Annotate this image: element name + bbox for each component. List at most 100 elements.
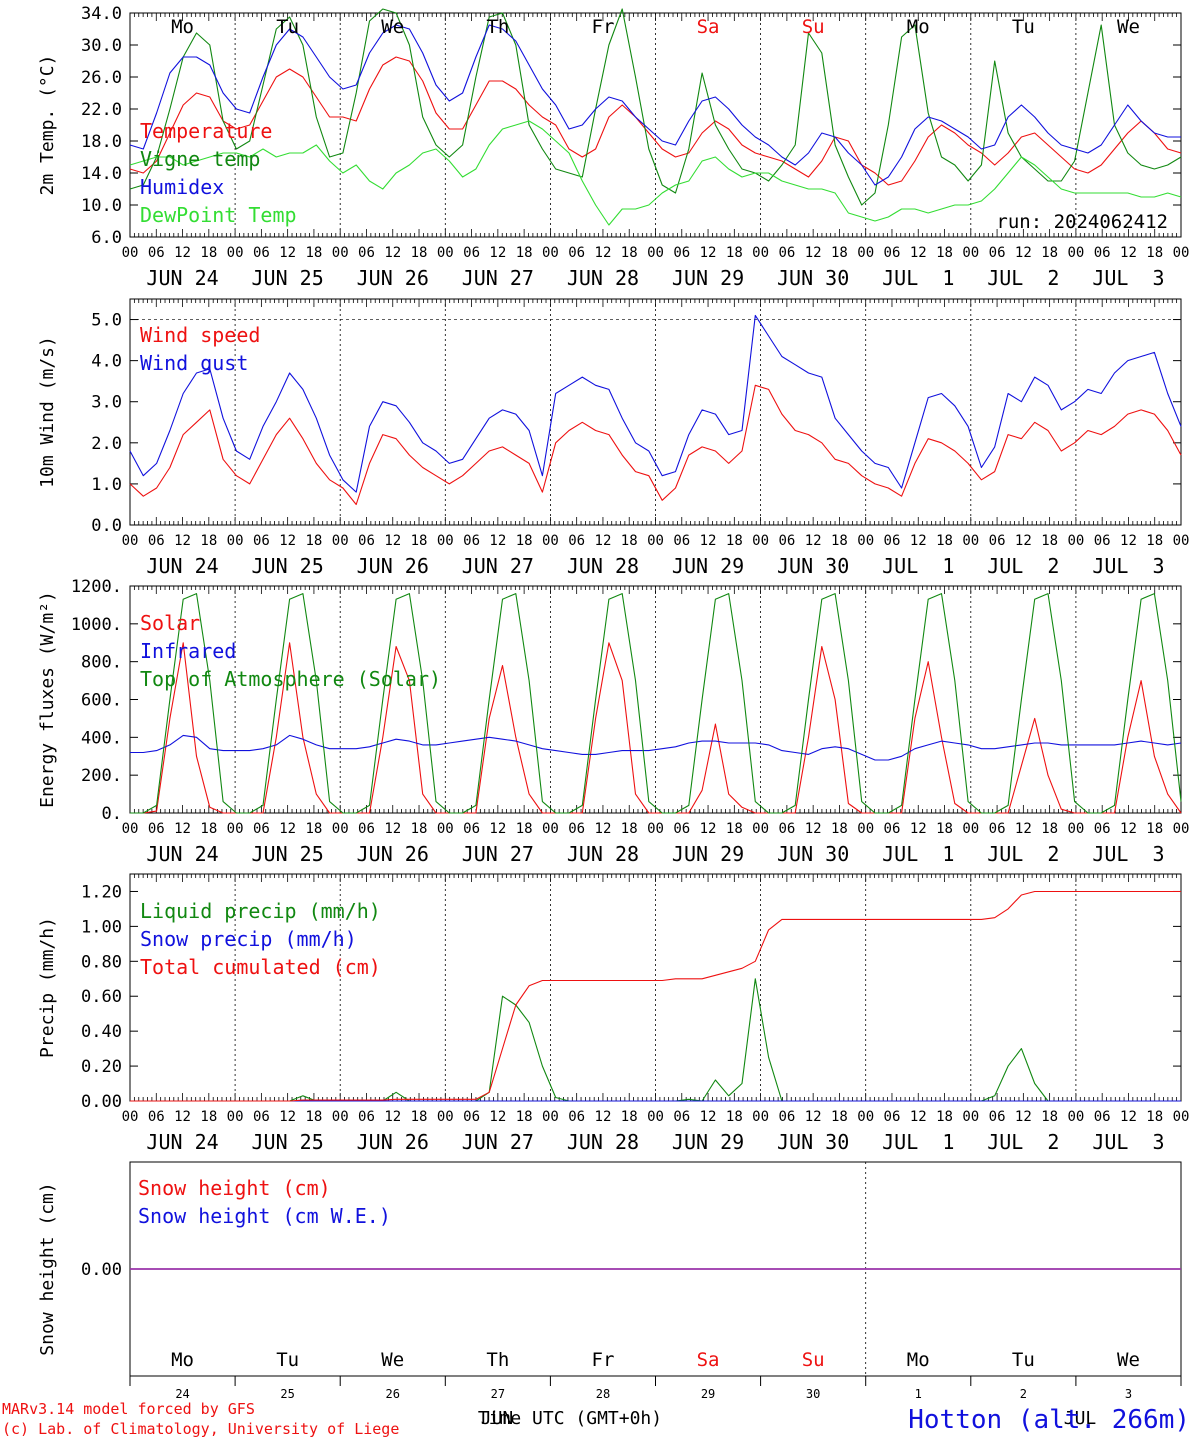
- hour-tick-label: 12: [700, 1109, 717, 1125]
- hour-tick-label: 00: [227, 1109, 244, 1125]
- hour-tick-label: 18: [621, 1109, 638, 1125]
- hour-tick-label: 12: [279, 1109, 296, 1125]
- hour-tick-label: 12: [1120, 821, 1137, 837]
- hour-tick-label: 00: [857, 245, 874, 261]
- hour-tick-label: 12: [489, 245, 506, 261]
- date-label: JUN 29: [672, 266, 744, 290]
- hour-tick-label: 00: [962, 821, 979, 837]
- hour-tick-label: 00: [437, 245, 454, 261]
- hour-tick-label: 00: [332, 1109, 349, 1125]
- date-label: JUN 26: [357, 842, 429, 866]
- hour-tick-label: 00: [1173, 1109, 1190, 1125]
- day-number: 3: [1125, 1387, 1132, 1401]
- hour-tick-label: 00: [227, 245, 244, 261]
- panel-3: [129, 585, 1182, 814]
- y-axis-label: 10m Wind (m/s): [37, 336, 58, 488]
- weekday-label: Sa: [697, 1349, 720, 1371]
- month-label: JUL: [1064, 1408, 1097, 1429]
- hour-tick-label: 18: [200, 1109, 217, 1125]
- hour-tick-label: 06: [1094, 533, 1111, 549]
- hour-tick-label: 18: [1146, 821, 1163, 837]
- legend-entry: Liquid precip (mm/h): [140, 899, 381, 923]
- hour-tick-label: 00: [647, 1109, 664, 1125]
- hour-tick-label: 00: [437, 533, 454, 549]
- hour-tick-label: 06: [673, 245, 690, 261]
- hour-tick-label: 12: [910, 245, 927, 261]
- hour-tick-label: 18: [411, 1109, 428, 1125]
- date-label: JUN 30: [777, 554, 849, 578]
- hour-tick-label: 12: [174, 245, 191, 261]
- hour-tick-label: 06: [148, 821, 165, 837]
- weekday-label: Mo: [907, 1349, 930, 1371]
- y-axis-label: Energy fluxes (W/m²): [37, 591, 58, 808]
- hour-tick-label: 00: [857, 821, 874, 837]
- hour-tick-label: 18: [200, 245, 217, 261]
- series-line: [130, 890, 1181, 1102]
- hour-tick-label: 18: [936, 1109, 953, 1125]
- hour-tick-label: 12: [910, 1109, 927, 1125]
- day-number: 28: [596, 1387, 610, 1401]
- series-line: [129, 24, 1181, 186]
- hour-tick-label: 06: [253, 245, 270, 261]
- hour-tick-label: 12: [700, 245, 717, 261]
- y-tick-label: 0.20: [81, 1057, 122, 1077]
- hour-tick-label: 06: [989, 821, 1006, 837]
- hour-tick-label: 00: [122, 533, 139, 549]
- date-label: JUL 2: [987, 266, 1059, 290]
- hour-tick-label: 12: [384, 1109, 401, 1125]
- hour-tick-label: 00: [962, 245, 979, 261]
- hour-tick-label: 18: [305, 1109, 322, 1125]
- day-number: 2: [1020, 1387, 1027, 1401]
- date-label: JUN 28: [567, 842, 639, 866]
- date-label: JUN 30: [777, 842, 849, 866]
- hour-tick-label: 06: [884, 821, 901, 837]
- hour-tick-label: 00: [1173, 821, 1190, 837]
- hour-tick-label: 06: [253, 533, 270, 549]
- hour-tick-label: 18: [1041, 533, 1058, 549]
- hour-tick-label: 18: [200, 533, 217, 549]
- month-label: JUN: [481, 1408, 514, 1429]
- legend-entry: Snow precip (mm/h): [140, 927, 357, 951]
- hour-tick-label: 06: [1094, 245, 1111, 261]
- y-tick-label: 22.0: [81, 100, 122, 120]
- weekday-label: We: [381, 1349, 404, 1371]
- panel-4: [129, 873, 1182, 1102]
- weekday-label: Sa: [697, 16, 720, 38]
- hour-tick-label: 18: [726, 533, 743, 549]
- series-line: [129, 384, 1182, 506]
- legend-entry: Snow height (cm W.E.): [138, 1204, 391, 1228]
- hour-tick-label: 06: [358, 245, 375, 261]
- hour-tick-label: 18: [516, 1109, 533, 1125]
- date-label: JUL 3: [1092, 1130, 1164, 1154]
- y-tick-label: 0.: [102, 804, 122, 824]
- y-axis-label: Precip (mm/h): [37, 917, 58, 1058]
- weekday-label: Tu: [276, 16, 299, 38]
- hour-tick-label: 12: [1120, 245, 1137, 261]
- y-tick-label: 0.80: [81, 952, 122, 972]
- hour-tick-label: 06: [884, 1109, 901, 1125]
- hour-tick-label: 06: [253, 821, 270, 837]
- date-label: JUL 1: [882, 1130, 954, 1154]
- weekday-label: Mo: [171, 1349, 194, 1371]
- hour-tick-label: 12: [384, 245, 401, 261]
- date-label: JUL 3: [1092, 554, 1164, 578]
- date-label: JUL 2: [987, 842, 1059, 866]
- hour-tick-label: 00: [647, 821, 664, 837]
- y-tick-label: 1.00: [81, 917, 122, 937]
- hour-tick-label: 12: [700, 533, 717, 549]
- y-tick-label: 0.00: [81, 1260, 122, 1280]
- hour-tick-label: 12: [595, 533, 612, 549]
- hour-tick-label: 00: [857, 1109, 874, 1125]
- hour-tick-label: 00: [1067, 821, 1084, 837]
- date-label: JUN 30: [777, 1130, 849, 1154]
- hour-tick-label: 06: [989, 245, 1006, 261]
- hour-tick-label: 12: [595, 1109, 612, 1125]
- hour-tick-label: 12: [805, 821, 822, 837]
- hour-tick-label: 18: [305, 821, 322, 837]
- weekday-label: Su: [802, 1349, 825, 1371]
- y-tick-label: 4.0: [91, 352, 122, 372]
- run-label: run: 2024062412: [996, 211, 1168, 233]
- y-tick-label: 200.: [81, 766, 122, 786]
- hour-tick-label: 00: [1173, 245, 1190, 261]
- hour-tick-label: 18: [831, 821, 848, 837]
